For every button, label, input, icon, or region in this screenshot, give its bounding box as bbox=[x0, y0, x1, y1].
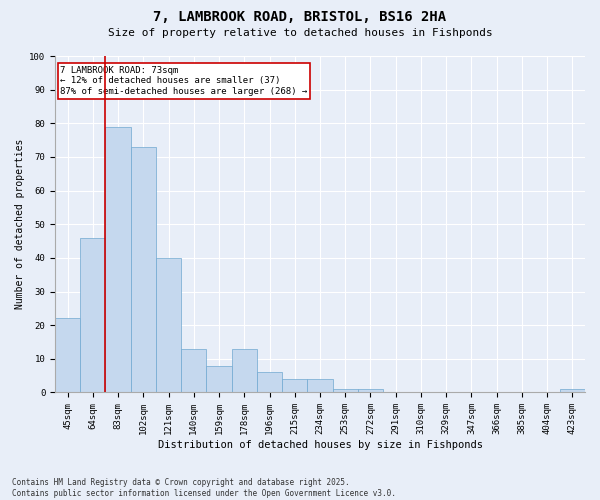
X-axis label: Distribution of detached houses by size in Fishponds: Distribution of detached houses by size … bbox=[158, 440, 482, 450]
Text: 7, LAMBROOK ROAD, BRISTOL, BS16 2HA: 7, LAMBROOK ROAD, BRISTOL, BS16 2HA bbox=[154, 10, 446, 24]
Bar bbox=[55, 318, 80, 392]
Bar bbox=[560, 389, 585, 392]
Bar bbox=[131, 147, 156, 392]
Bar bbox=[80, 238, 106, 392]
Bar bbox=[257, 372, 282, 392]
Bar bbox=[206, 366, 232, 392]
Y-axis label: Number of detached properties: Number of detached properties bbox=[15, 139, 25, 310]
Bar bbox=[307, 379, 332, 392]
Bar bbox=[181, 348, 206, 393]
Bar bbox=[232, 348, 257, 393]
Bar bbox=[106, 126, 131, 392]
Bar bbox=[156, 258, 181, 392]
Text: Size of property relative to detached houses in Fishponds: Size of property relative to detached ho… bbox=[107, 28, 493, 38]
Bar bbox=[358, 389, 383, 392]
Text: 7 LAMBROOK ROAD: 73sqm
← 12% of detached houses are smaller (37)
87% of semi-det: 7 LAMBROOK ROAD: 73sqm ← 12% of detached… bbox=[61, 66, 308, 96]
Bar bbox=[332, 389, 358, 392]
Text: Contains HM Land Registry data © Crown copyright and database right 2025.
Contai: Contains HM Land Registry data © Crown c… bbox=[12, 478, 396, 498]
Bar bbox=[282, 379, 307, 392]
